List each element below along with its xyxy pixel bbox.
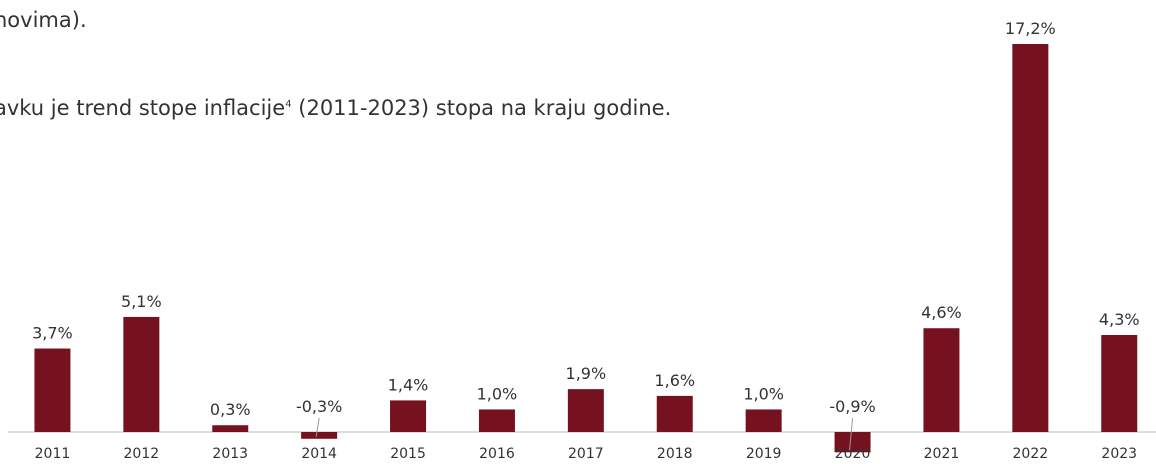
value-label: 4,6% (921, 303, 962, 322)
bar (34, 348, 71, 432)
bar (1101, 335, 1138, 432)
x-tick-label: 2012 (124, 446, 160, 462)
x-tick-label: 2019 (746, 446, 782, 462)
x-tick-label: 2013 (212, 446, 248, 462)
value-label: -0,3% (296, 397, 342, 416)
text: (2011-2023) stopa na kraju godine. (298, 96, 672, 120)
value-label: 0,3% (210, 400, 251, 419)
bar (567, 389, 604, 432)
x-tick-label: 2016 (479, 446, 515, 462)
x-tick-label: 2014 (301, 446, 337, 462)
value-label: 5,1% (121, 292, 162, 311)
bar (745, 409, 782, 432)
x-tick-label: 2022 (1013, 446, 1049, 462)
value-label: 3,7% (32, 324, 73, 343)
value-label: 1,0% (477, 384, 518, 403)
x-tick-label: 2021 (924, 446, 960, 462)
bar (478, 409, 515, 432)
x-tick-label: 2020 (835, 446, 871, 462)
paragraph-line: novima). (0, 8, 87, 32)
value-label: 1,6% (654, 371, 695, 390)
leader-line (315, 417, 320, 437)
bar (301, 432, 338, 439)
x-tick-label: 2015 (390, 446, 426, 462)
x-tick-label: 2011 (35, 446, 71, 462)
bar (212, 425, 249, 432)
x-tick-label: 2023 (1101, 446, 1137, 462)
value-label: -0,9% (829, 397, 875, 416)
bar (1012, 44, 1049, 432)
value-label: 4,3% (1099, 310, 1140, 329)
bar (656, 395, 693, 432)
x-tick-label: 2017 (568, 446, 604, 462)
bar (123, 316, 160, 432)
bar (923, 328, 960, 432)
footnote-ref: 4 (285, 99, 292, 110)
text: novima). (0, 8, 87, 32)
bar (390, 400, 427, 432)
bar (834, 432, 871, 453)
value-label: 1,9% (566, 364, 607, 383)
text: avku je trend stope inflacije (0, 96, 286, 120)
value-label: 17,2% (1005, 19, 1056, 38)
leader-line (849, 417, 854, 451)
x-tick-label: 2018 (657, 446, 693, 462)
paragraph-line: avku je trend stope inflacije4 (2011-202… (0, 96, 671, 120)
value-label: 1,4% (388, 375, 429, 394)
value-label: 1,0% (743, 384, 784, 403)
